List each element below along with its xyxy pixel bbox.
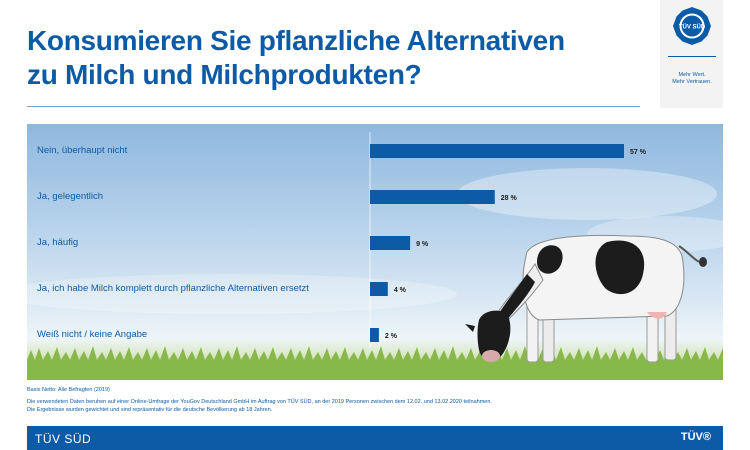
- value-label: 2 %: [385, 333, 398, 340]
- title-line-1: Konsumieren Sie pflanzliche Alternativen: [27, 25, 565, 56]
- chart-canvas: 57 % 28 % 9 % 4 % 2 %: [27, 132, 723, 380]
- value-label: 28 %: [501, 195, 518, 202]
- bar: [370, 190, 495, 204]
- value-label: 4 %: [394, 287, 407, 294]
- footer-brand: TÜV SÜD: [35, 432, 92, 446]
- category-label: Nein, überhaupt nicht: [37, 145, 128, 156]
- category-label: Ja, gelegentlich: [37, 191, 104, 202]
- base-note: Basis Netto: Alle Befragten (2019): [27, 387, 110, 393]
- bar: [370, 282, 388, 296]
- category-label: Ja, ich habe Milch komplett durch pflanz…: [37, 283, 309, 294]
- category-label: Ja, häufig: [37, 237, 79, 248]
- tuv-badge-icon: TÜV SÜD: [673, 7, 711, 45]
- method-note: Die verwendeten Daten beruhen auf einer …: [27, 398, 492, 405]
- logo-tagline-line-1: Mehr Wert.: [678, 72, 706, 78]
- bar: [370, 144, 624, 158]
- title-divider: [27, 106, 640, 107]
- footer-bar: TÜV SÜD TÜV®: [27, 426, 723, 450]
- logo-divider: [668, 56, 716, 57]
- tuv-sud-logo: TÜV SÜD Mehr Wert. Mehr Vertrauen.: [660, 0, 723, 108]
- chart-background-scene: [27, 168, 723, 380]
- value-label: 57 %: [630, 149, 647, 156]
- logo-tagline: Mehr Wert. Mehr Vertrauen.: [666, 72, 718, 86]
- footer-logo-mark: TÜV®: [680, 431, 711, 443]
- page-title: Konsumieren Sie pflanzliche Alternativen…: [27, 24, 627, 92]
- bar-chart: 57 % 28 % 9 % 4 % 2 % Nein, überhaupt nicht J…: [27, 124, 723, 380]
- category-label: Weiß nicht / keine Angabe: [37, 329, 148, 340]
- footnotes: Basis Netto: Alle Befragten (2019) Die v…: [27, 386, 717, 415]
- weighting-note: Die Ergebnisse wurden gewichtet und sind…: [27, 407, 273, 413]
- logo-badge-text: TÜV SÜD: [679, 24, 706, 31]
- logo-tagline-line-2: Mehr Vertrauen.: [672, 79, 712, 85]
- bar: [370, 236, 411, 250]
- title-line-2: zu Milch und Milchprodukten?: [27, 59, 422, 90]
- cow-illustration: [465, 234, 707, 363]
- bar: [370, 328, 379, 342]
- value-label: 9 %: [416, 241, 429, 248]
